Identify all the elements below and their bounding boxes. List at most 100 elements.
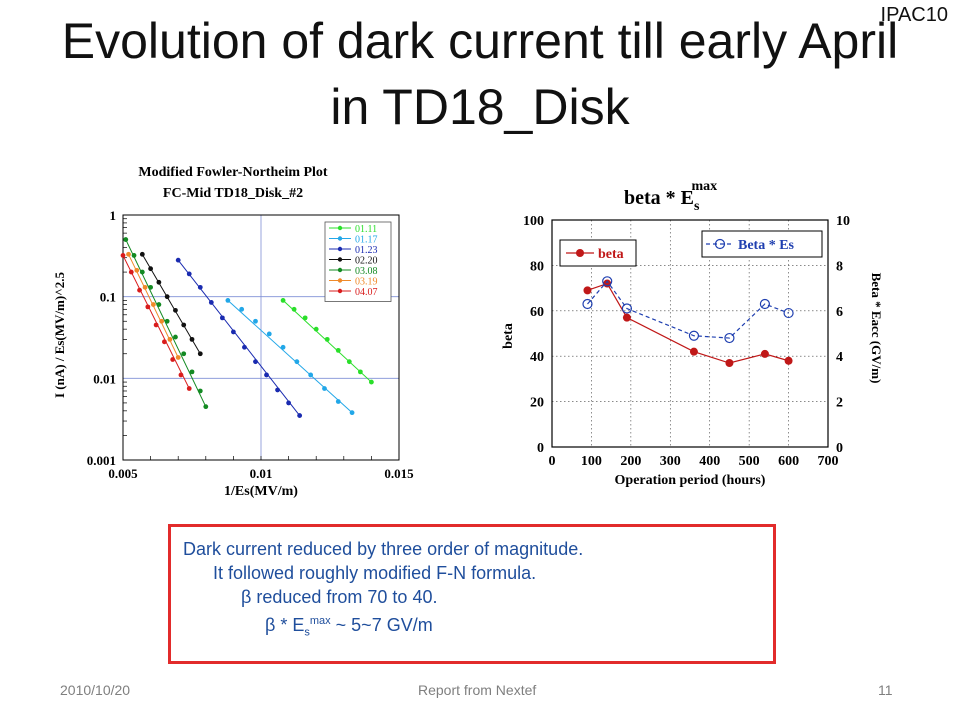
- fn-data-point: [308, 372, 314, 378]
- fn-y-tick-label: 0.01: [93, 371, 116, 386]
- beta-y-tick-label: 40: [530, 350, 544, 365]
- beta-gridlines: [552, 220, 828, 447]
- title-line-1: Evolution of dark current till early Apr…: [61, 13, 899, 69]
- fn-data-point: [139, 269, 145, 275]
- beta-x-tick-label: 400: [699, 454, 720, 469]
- beta-x-tick-label: 100: [581, 454, 602, 469]
- fn-data-point: [150, 302, 156, 307]
- fn-legend-label: 04.07: [355, 287, 378, 298]
- fn-data-point: [189, 336, 195, 342]
- summary-line-4: β * Esmax ~ 5~7 GV/m: [183, 609, 763, 645]
- fn-y-tick-label: 0.001: [87, 453, 116, 468]
- fn-data-marks: [120, 237, 374, 418]
- beta-data-point: [582, 298, 593, 310]
- summary-line-4-prefix: * E: [275, 615, 305, 635]
- fn-data-point: [189, 369, 195, 375]
- fn-data-point: [297, 413, 303, 418]
- summary-line-4-suffix: ~ 5~7 GV/m: [330, 615, 433, 635]
- beta-x-tick-label: 300: [660, 454, 681, 469]
- beta-y2-tick-label: 8: [836, 259, 843, 274]
- fn-fit-line: [177, 259, 301, 416]
- fn-axis-ticks: 0.001 0.01 0.1 1 0.005 0.01 0.015: [87, 208, 414, 481]
- fn-data-point: [148, 284, 153, 290]
- beta-data-point: [724, 332, 735, 344]
- beta-data-point: [602, 276, 613, 287]
- fn-data-point: [335, 347, 341, 353]
- fn-legend-marker: [337, 225, 343, 231]
- beta-y-axis-label: beta: [501, 323, 516, 349]
- beta-es-legend-label: Beta * Es: [738, 238, 795, 253]
- fn-chart-title: Modified Fowler-Northeim Plot: [138, 165, 328, 180]
- fn-legend-marker: [337, 267, 343, 273]
- fn-data-point: [280, 344, 286, 350]
- footer-date: 2010/10/20: [60, 682, 131, 698]
- fn-data-point: [170, 357, 176, 362]
- fn-data-point: [137, 287, 142, 293]
- beta-y2-tick-label: 2: [836, 396, 843, 411]
- fn-data-point: [175, 257, 181, 263]
- fn-data-point: [123, 237, 129, 242]
- fn-legend-marker: [337, 288, 343, 294]
- summary-line-4-sub: s: [304, 626, 310, 639]
- fn-data-point: [322, 386, 327, 391]
- fn-data-point: [219, 315, 225, 321]
- summary-line-3-text: reduced from 70 to 40.: [251, 587, 438, 607]
- beta-y2-tick-label: 0: [836, 441, 843, 456]
- beta-data-point: [583, 286, 592, 295]
- fn-data-point: [266, 331, 272, 337]
- fn-legend-label: 01.23: [355, 245, 378, 256]
- beta-plot-panel: beta * Esmax 0 100 200 300 400 500 600 700 0 20 40…: [490, 168, 890, 498]
- fn-legend-marker: [337, 246, 343, 252]
- fn-legend-box: [324, 221, 392, 302]
- beta-data-point: [622, 313, 631, 322]
- page-number: 11: [878, 682, 893, 698]
- beta-data-point: [621, 303, 633, 314]
- title-line-2: in TD18_Disk: [330, 79, 630, 135]
- beta-data-point: [688, 330, 700, 341]
- beta-data-point: [784, 356, 793, 365]
- beta-data-point: [783, 307, 794, 319]
- beta-plot-frame: [551, 219, 829, 448]
- fn-data-point: [335, 399, 341, 404]
- fn-plot: Modified Fowler-Northeim Plot FC-Mid TD1…: [52, 165, 414, 499]
- summary-line-1: Dark current reduced by three order of m…: [183, 539, 584, 559]
- beta-y-tick-label: 100: [523, 214, 544, 229]
- fn-data-point: [148, 266, 153, 272]
- beta-symbol: β: [241, 587, 252, 607]
- summary-box: Dark current reduced by three order of m…: [168, 524, 776, 664]
- fn-fit-line: [122, 255, 190, 389]
- fn-data-point: [324, 336, 330, 342]
- fn-legend-marker: [337, 257, 343, 262]
- beta-x-tick-label: 500: [739, 454, 760, 469]
- fn-data-point: [253, 318, 258, 324]
- fn-data-point: [242, 344, 247, 350]
- conference-tag: IPAC10: [880, 4, 948, 26]
- footer-center-text: Report from Nextef: [418, 682, 537, 698]
- fn-data-point: [369, 379, 374, 385]
- beta-x-axis-label: Operation period (hours): [615, 473, 766, 488]
- fn-x-tick-label: 0.01: [250, 466, 273, 481]
- fn-data-point: [181, 322, 187, 328]
- fn-data-point: [253, 359, 258, 365]
- beta-y-tick-label: 0: [537, 441, 544, 456]
- fn-data-point: [145, 304, 151, 310]
- fn-data-point: [208, 300, 214, 305]
- fn-data-point: [120, 253, 126, 258]
- fn-plot-panel: Modified Fowler-Northeim Plot FC-Mid TD1…: [38, 155, 428, 500]
- summary-line-2: It followed roughly modified F-N formula…: [213, 563, 537, 583]
- beta-chart-title: beta * Esmax: [624, 179, 717, 214]
- fn-y-axis-label: I (nA) / Es(MV/m)^2.5: [52, 272, 67, 398]
- beta-y2-tick-label: 6: [836, 305, 843, 320]
- fn-data-point: [225, 298, 231, 303]
- fn-data-point: [178, 372, 184, 378]
- fn-data-point: [156, 302, 162, 307]
- fn-data-point: [280, 298, 286, 303]
- fn-data-point: [175, 355, 181, 360]
- fn-data-point: [275, 387, 280, 393]
- fn-data-point: [357, 369, 363, 375]
- summary-line-4-sup: max: [309, 615, 331, 627]
- beta-data-point: [760, 349, 769, 358]
- fn-legend-label: 03.08: [355, 266, 378, 277]
- beta-x-tick-label: 0: [549, 454, 556, 469]
